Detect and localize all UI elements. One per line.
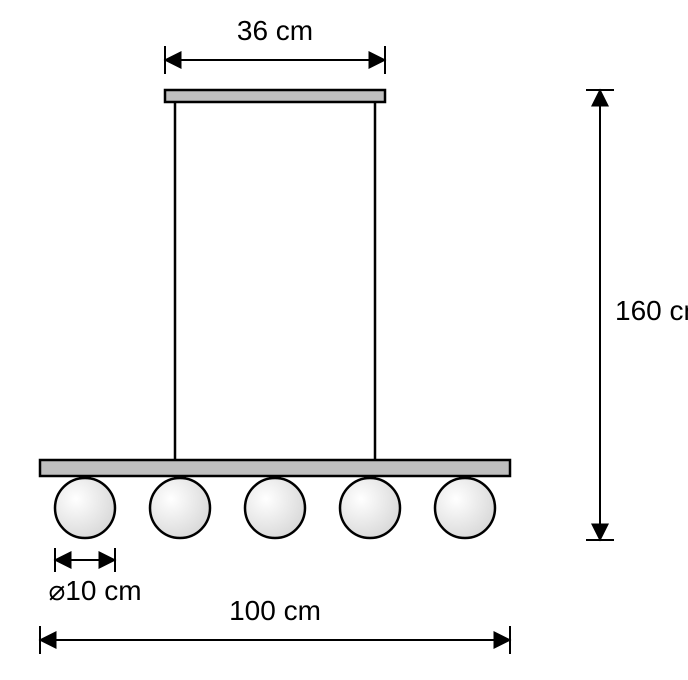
- dimension-label-bottom: 100 cm: [229, 595, 321, 626]
- lamp-outline: [40, 90, 510, 538]
- bulb-globe: [435, 478, 495, 538]
- lamp-dimension-diagram: 36 cm 160 cm 100 cm ⌀10 cm: [0, 0, 688, 680]
- horizontal-bar: [40, 460, 510, 476]
- bulb-globe: [245, 478, 305, 538]
- ceiling-plate: [165, 90, 385, 102]
- bulb-globe: [55, 478, 115, 538]
- bulb-globe: [150, 478, 210, 538]
- dimension-lines: [40, 46, 614, 654]
- dimension-label-right: 160 cm: [615, 295, 688, 326]
- bulb-globe: [340, 478, 400, 538]
- dimension-label-diameter: ⌀10 cm: [48, 575, 141, 606]
- dimension-label-top: 36 cm: [237, 15, 313, 46]
